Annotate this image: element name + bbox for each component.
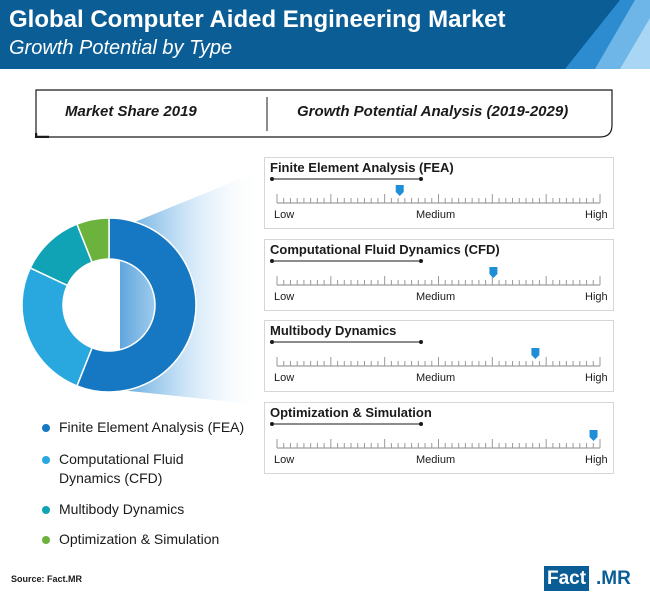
header-decoration [565, 0, 650, 69]
source-note: Source: Fact.MR [11, 574, 83, 584]
scale-high-label: High [585, 372, 608, 384]
scale-low-label: Low [274, 291, 295, 303]
market-share-donut-chart [21, 170, 262, 405]
tab-market-share: Market Share 2019 [65, 103, 197, 120]
growth-level-marker [395, 185, 404, 196]
legend-label-cfd: Computational Fluid Dynamics (CFD) [59, 451, 184, 486]
growth-title-optimization: Optimization & Simulation [270, 405, 432, 420]
title-underline-end [419, 259, 423, 263]
growth-panel-multibody: Multibody Dynamics Low Medium High [264, 320, 614, 392]
logo-mr-text: .MR [596, 568, 631, 589]
title-underline-start [270, 259, 274, 263]
title-underline-start [270, 422, 274, 426]
title-underline-end [419, 177, 423, 181]
growth-scale-optimization [270, 422, 601, 449]
page-subtitle: Growth Potential by Type [9, 37, 233, 59]
scale-high-label: High [585, 209, 608, 221]
growth-panel-fea: Finite Element Analysis (FEA) Low Medium… [264, 157, 614, 229]
growth-level-marker [489, 267, 498, 278]
scale-medium-label: Medium [416, 291, 456, 303]
tab-growth-potential: Growth Potential Analysis (2019-2029) [297, 103, 569, 120]
legend-label-multibody: Multibody Dynamics [59, 501, 185, 517]
growth-title-fea: Finite Element Analysis (FEA) [270, 160, 454, 175]
growth-scale-cfd [270, 259, 601, 286]
scale-low-label: Low [274, 209, 295, 221]
growth-panel-cfd: Computational Fluid Dynamics (CFD) Low M… [264, 239, 614, 311]
title-underline-start [270, 340, 274, 344]
legend-label-optimization: Optimization & Simulation [59, 531, 220, 547]
logo-fact-text: Fact [544, 566, 590, 591]
legend-dot-optimization [42, 536, 50, 544]
scale-medium-label: Medium [416, 372, 456, 384]
title-underline-start [270, 177, 274, 181]
page-title: Global Computer Aided Engineering Market [9, 6, 506, 33]
scale-high-label: High [585, 454, 608, 466]
title-underline-end [419, 340, 423, 344]
header-banner: Global Computer Aided Engineering Market… [0, 0, 650, 69]
growth-panel-optimization: Optimization & Simulation Low Medium Hig… [264, 402, 614, 474]
donut-slice-cfd [21, 266, 94, 387]
legend-dot-fea [42, 424, 50, 432]
growth-level-marker [531, 348, 540, 359]
scale-low-label: Low [274, 454, 295, 466]
growth-title-multibody: Multibody Dynamics [270, 323, 397, 338]
title-underline-end [419, 422, 423, 426]
legend-dot-multibody [42, 506, 50, 514]
scale-medium-label: Medium [416, 454, 456, 466]
donut-slice-optimization [75, 217, 110, 264]
growth-scale-multibody [270, 340, 601, 367]
section-header-box: Market Share 2019 Growth Potential Analy… [35, 89, 613, 138]
growth-title-cfd: Computational Fluid Dynamics (CFD) [270, 242, 500, 257]
section-header-frame [35, 89, 613, 138]
growth-level-marker [589, 430, 598, 441]
legend-dot-cfd [42, 456, 50, 464]
scale-low-label: Low [274, 372, 295, 384]
donut-slice-fea [75, 217, 197, 393]
scale-high-label: High [585, 291, 608, 303]
scale-medium-label: Medium [416, 209, 456, 221]
growth-scale-fea [270, 177, 601, 204]
legend-label-fea: Finite Element Analysis (FEA) [59, 419, 245, 435]
